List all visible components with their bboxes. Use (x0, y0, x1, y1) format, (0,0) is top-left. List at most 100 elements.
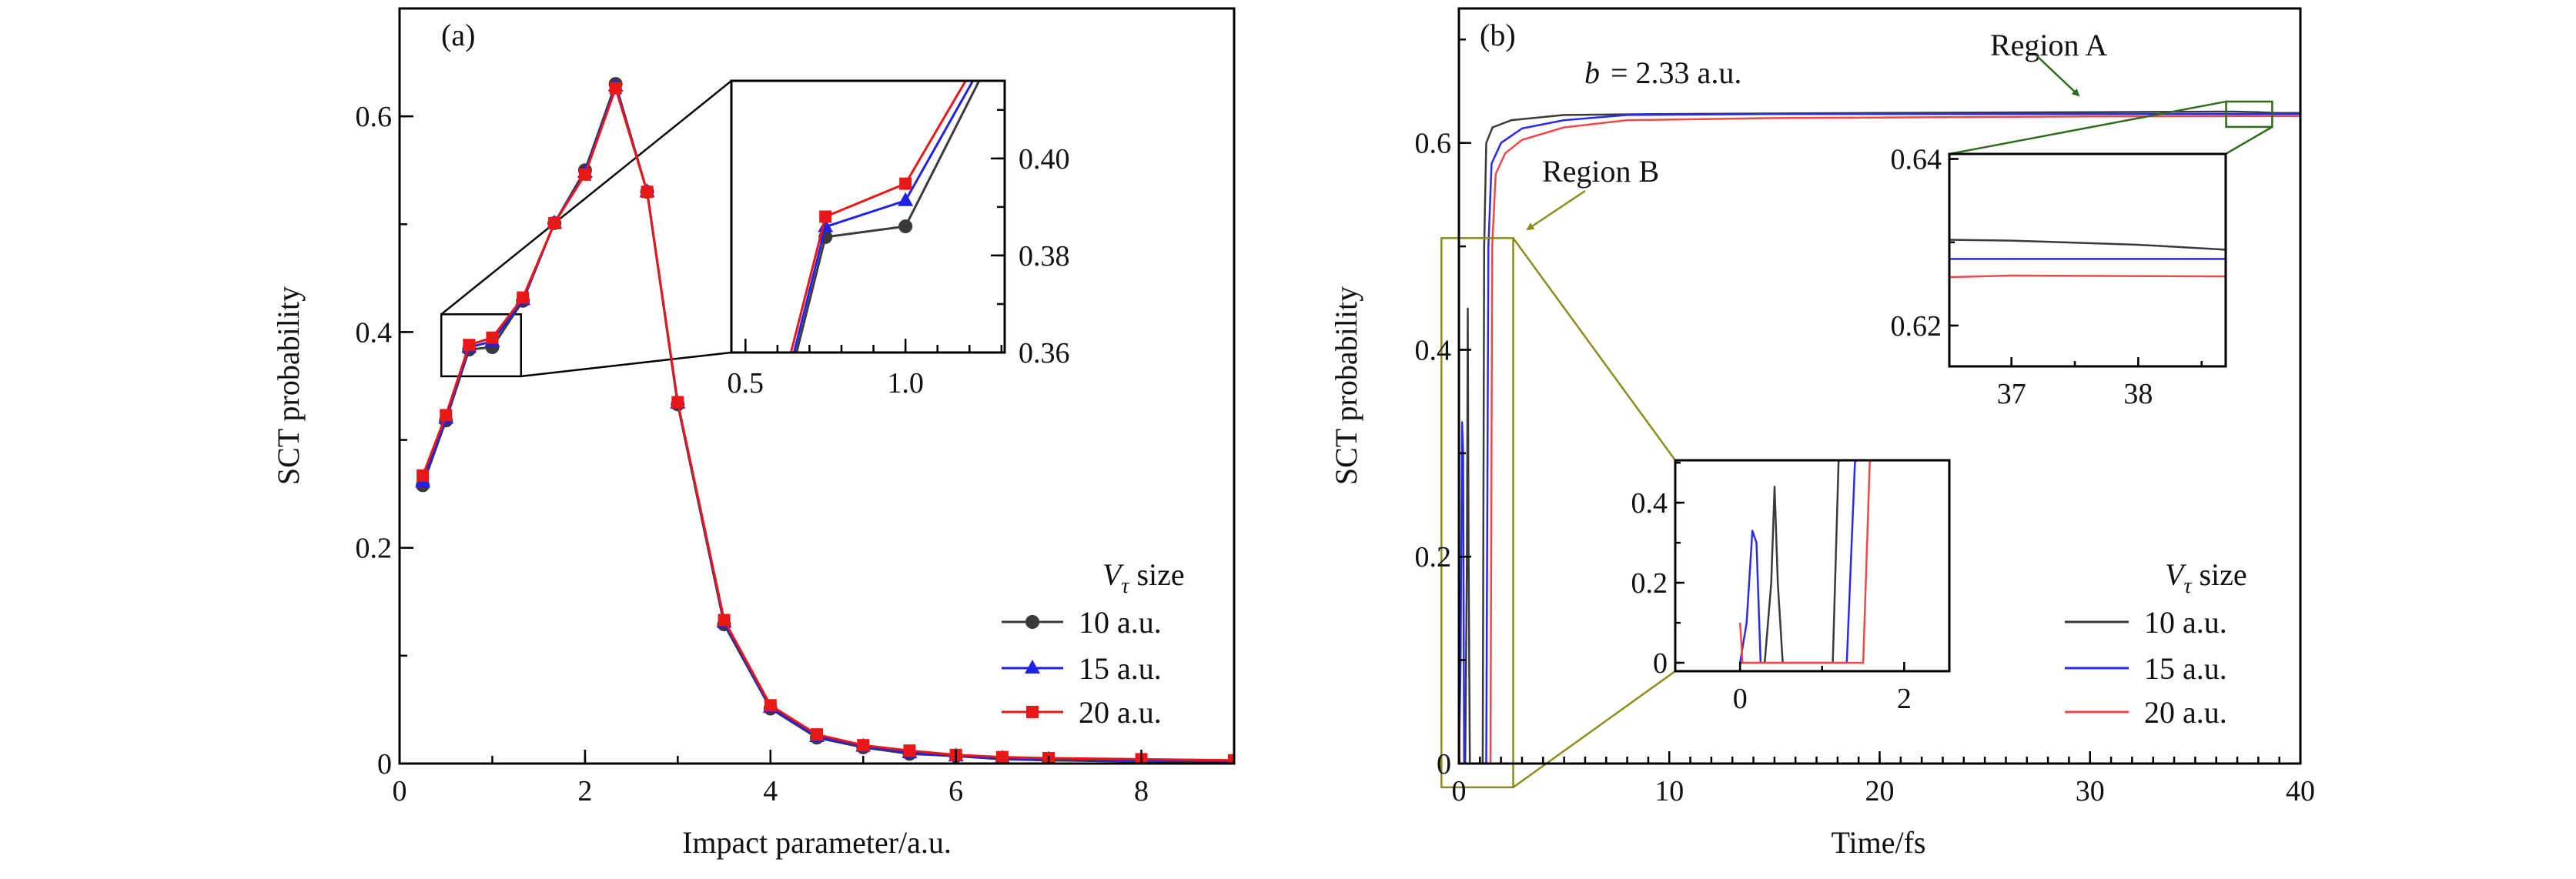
y-tick-label: 0.6 (1415, 128, 1452, 160)
data-point-square (718, 613, 731, 627)
y-tick-label: 0.40 (1019, 143, 1070, 175)
region-b-box (1440, 237, 1514, 789)
inset-series-line (789, 81, 967, 353)
data-point-square (899, 177, 912, 190)
inset-series-line (1949, 274, 2226, 279)
inset-series-line (1738, 460, 1872, 664)
region-b-arrow (1526, 189, 1586, 231)
y-tick-label: 0 (1653, 647, 1668, 680)
y-tick-label: 0.38 (1019, 240, 1070, 272)
plot-frame (398, 7, 1236, 765)
data-point-square (641, 185, 654, 199)
panel-label: (b) (1480, 18, 1516, 52)
inset-background (1949, 154, 2226, 366)
legend-entry-label: 20 a.u. (2144, 695, 2227, 730)
region-a-box (2225, 100, 2273, 129)
legend-entry-label: 10 a.u. (1079, 605, 1162, 640)
data-point-square (857, 739, 870, 752)
inset-series-line (1738, 460, 1857, 664)
y-axis-label: SCT probability (271, 286, 306, 485)
series-line-20-a-u- (421, 87, 1234, 762)
inset-background (1675, 460, 1949, 671)
data-point-square (486, 331, 499, 344)
legend-title: Vτ size (2165, 557, 2247, 598)
x-tick-label: 40 (2286, 775, 2315, 807)
x-tick-label: 6 (948, 775, 963, 807)
legend-entry-label: 10 a.u. (2144, 605, 2227, 640)
legend-title-text: size (1136, 557, 1184, 592)
series-line-15-a-u- (1459, 112, 2300, 764)
data-point-square (578, 168, 591, 181)
data-point-square (671, 396, 684, 409)
region-b-connector (1512, 237, 1677, 461)
x-tick-label: 4 (763, 775, 778, 807)
y-tick-label: 0 (1437, 748, 1451, 780)
region-b-label: Region B (1542, 154, 1659, 189)
data-point-square (1026, 706, 1039, 718)
annotation-text: = 2.33 a.u. (1611, 55, 1741, 90)
data-point-square (903, 744, 916, 757)
y-axis-label: SCT probability (1329, 286, 1363, 485)
inset-series-line (792, 81, 975, 353)
data-point-square (819, 210, 832, 223)
legend-title-symbol: V (1102, 557, 1125, 592)
x-tick-label: 8 (1134, 775, 1149, 807)
y-tick-label: 0.2 (1631, 567, 1668, 600)
data-point-square (517, 291, 530, 304)
legend-entry-label: 20 a.u. (1079, 695, 1162, 730)
inset-series-line (1949, 239, 2226, 251)
inset-series-line (1740, 460, 1840, 664)
legend-entry-label: 15 a.u. (1079, 651, 1162, 686)
region-b-connector (1512, 670, 1676, 788)
x-tick-label: 2 (577, 775, 592, 807)
y-tick-label: 0.36 (1019, 337, 1070, 369)
x-tick-label: 0 (1733, 683, 1748, 715)
data-point-square (609, 82, 622, 95)
x-tick-label: 37 (1997, 378, 2026, 410)
region-a-arrow (2036, 55, 2080, 97)
data-point-square (1228, 754, 1234, 764)
x-axis-label: Impact parameter/a.u. (682, 825, 952, 860)
x-tick-label: 0.5 (728, 367, 764, 399)
data-point-square (764, 699, 777, 712)
data-point-triangle (898, 192, 914, 206)
x-tick-label: 0 (393, 775, 407, 807)
inset-frame (730, 79, 1006, 354)
zoom-connector-line (440, 80, 732, 316)
x-tick-label: 30 (2076, 775, 2105, 807)
annotation-symbol: b (1584, 55, 1600, 90)
x-tick-label: 20 (1865, 775, 1895, 807)
data-point-square (995, 750, 1009, 764)
data-point-circle (898, 219, 913, 234)
impact-parameter-annotation: b = 2.33 a.u. (1584, 55, 1741, 90)
legend-title-text: size (2199, 557, 2246, 592)
x-tick-label: 10 (1654, 775, 1684, 807)
y-tick-label: 0.2 (356, 533, 393, 565)
legend-title-subscript: τ (2183, 574, 2192, 598)
y-tick-label: 0 (377, 748, 392, 780)
x-tick-label: 0 (1452, 775, 1467, 807)
data-point-triangle (1025, 660, 1040, 673)
x-tick-label: 1.0 (887, 367, 924, 399)
zoom-connector-line (520, 351, 732, 378)
inset-background (731, 81, 1005, 353)
data-point-circle (1025, 615, 1039, 629)
data-point-square (463, 339, 476, 352)
data-point-square (811, 728, 823, 741)
legend-title: Vτ size (1102, 557, 1185, 598)
y-tick-label: 0.4 (356, 316, 393, 349)
x-tick-label: 2 (1897, 683, 1912, 715)
panel-b: 37 380.620.640 200.20.40 10 20 30 4000.20.40.6… (1329, 7, 2315, 860)
panel-label: (a) (441, 18, 475, 52)
legend-entry-label: 15 a.u. (2144, 651, 2227, 686)
zoom-region-box (440, 313, 523, 378)
y-tick-label: 0.2 (1415, 541, 1452, 573)
y-tick-label: 0.4 (1631, 487, 1668, 520)
data-point-square (548, 216, 561, 229)
y-tick-label: 0.6 (356, 101, 393, 133)
region-a-connector (2225, 125, 2273, 155)
data-point-square (417, 469, 430, 482)
series-line-20-a-u- (1459, 115, 2300, 764)
y-tick-label: 0.62 (1891, 310, 1942, 343)
